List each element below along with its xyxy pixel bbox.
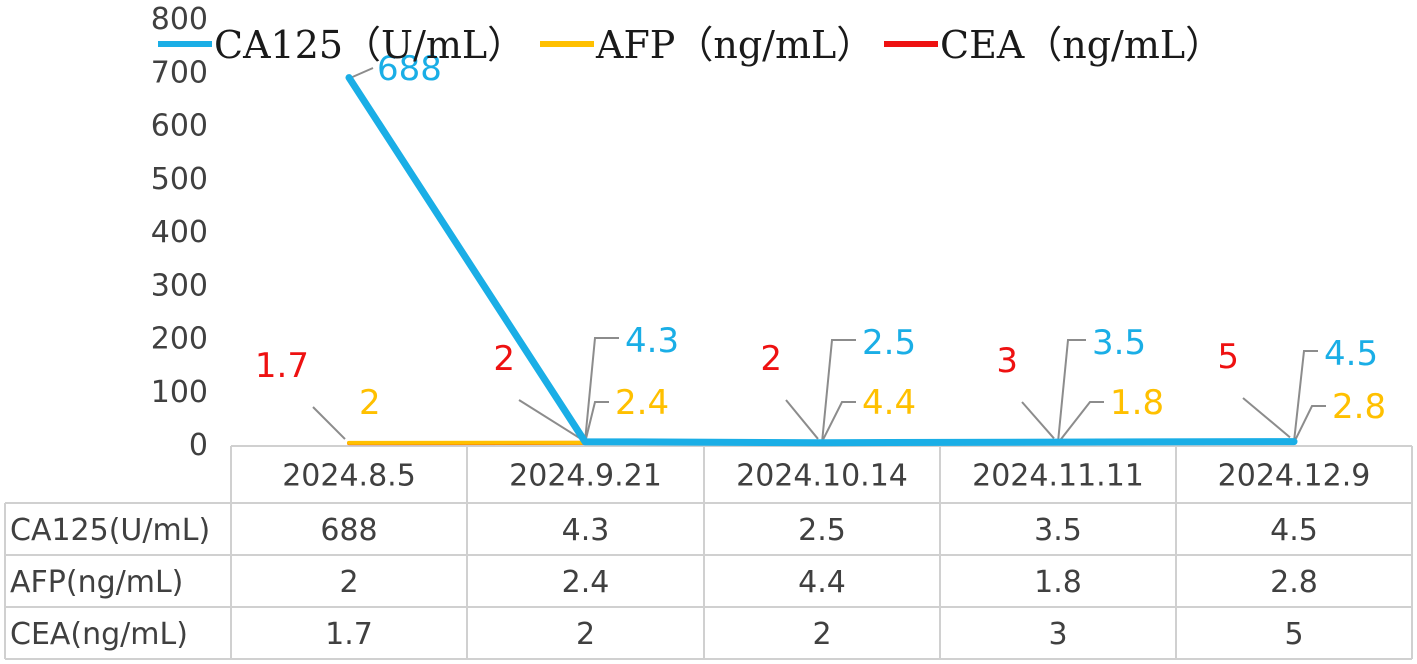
x-tick-label: 2024.12.9 (1218, 459, 1371, 494)
table-cell-value: 4.4 (798, 565, 846, 600)
legend-label: AFP（ng/mL） (595, 23, 874, 67)
leader-line (821, 339, 856, 443)
table-cell-value: 2 (339, 565, 358, 600)
leader-line (584, 337, 619, 442)
x-tick-label: 2024.10.14 (736, 459, 908, 494)
y-tick-label: 600 (151, 109, 208, 144)
table-cell-value: 2.5 (798, 513, 846, 548)
data-label-leader-lines (312, 67, 1326, 444)
data-label: 2.8 (1332, 387, 1386, 427)
data-label: 2.5 (862, 323, 916, 363)
y-tick-label: 700 (151, 55, 208, 90)
table-cell-value: 3 (1048, 617, 1067, 652)
table-cell-value: 2 (576, 617, 595, 652)
data-label: 3.5 (1092, 323, 1146, 363)
y-tick-label: 500 (151, 162, 208, 197)
data-label: 3 (996, 341, 1018, 381)
data-table: 2024.8.5 2024.9.21 2024.10.14 2024.11.11 202… (4, 445, 1413, 660)
data-label: 5 (1217, 337, 1239, 377)
leader-line (350, 67, 374, 79)
y-tick-label: 800 (151, 2, 208, 37)
y-tick-label: 200 (151, 322, 208, 357)
x-tick-label: 2024.11.11 (972, 459, 1144, 494)
series-line-ca125 (345, 74, 1298, 447)
legend-label: CEA（ng/mL） (940, 23, 1223, 67)
leader-line (1021, 401, 1055, 440)
leader-line (1242, 397, 1291, 439)
leader-line (785, 399, 819, 440)
leader-line (584, 401, 609, 443)
x-tick-label: 2024.8.5 (282, 459, 416, 494)
data-label: 4.4 (862, 383, 916, 423)
table-cell-value: 2 (812, 617, 831, 652)
table-cell-value: 4.3 (562, 513, 610, 548)
leader-line (518, 399, 582, 440)
table-cell-value: 3.5 (1034, 513, 1082, 548)
table-cell-value: 5 (1284, 617, 1303, 652)
y-tick-label: 400 (151, 215, 208, 250)
leader-line (1293, 350, 1318, 442)
legend: CA125（U/mL） AFP（ng/mL） CEA（ng/mL） (158, 23, 1223, 67)
y-tick-label: 100 (151, 375, 208, 410)
table-cell-value: 2.4 (562, 565, 610, 600)
data-label: 1.7 (255, 346, 309, 386)
y-tick-label: 300 (151, 268, 208, 303)
data-labels: 688 4.3 2.5 3.5 4.5 2 2.4 4.4 1.8 2.8 1.7 2 2 3 5 (255, 49, 1386, 427)
table-cell-value: 2.8 (1270, 565, 1318, 600)
table-cell-value: 4.5 (1270, 513, 1318, 548)
data-label: 688 (377, 49, 442, 89)
legend-label: CA125（U/mL） (214, 23, 525, 67)
leader-line (1293, 405, 1326, 443)
table-cell-value: 1.7 (325, 617, 373, 652)
leader-line (312, 406, 346, 440)
leader-line (821, 401, 856, 443)
table-cell-value: 1.8 (1034, 565, 1082, 600)
series-lines (345, 74, 1298, 447)
data-label: 2 (359, 383, 381, 423)
table-row-header: CA125(U/mL) (10, 513, 210, 548)
y-tick-label: 0 (189, 428, 208, 463)
data-label: 2.4 (615, 383, 669, 423)
data-label: 2 (493, 339, 515, 379)
table-cell-value: 688 (320, 513, 377, 548)
y-axis: 0 100 200 300 400 500 600 700 800 (151, 2, 208, 463)
leader-line (1057, 401, 1104, 444)
data-label: 4.3 (625, 321, 679, 361)
leader-line (1057, 339, 1086, 443)
table-row-header: AFP(ng/mL) (10, 565, 183, 600)
data-label: 1.8 (1110, 383, 1164, 423)
x-tick-label: 2024.9.21 (509, 459, 662, 494)
data-label: 2 (760, 339, 782, 379)
data-label: 4.5 (1324, 334, 1378, 374)
table-row-header: CEA(ng/mL) (10, 617, 188, 652)
